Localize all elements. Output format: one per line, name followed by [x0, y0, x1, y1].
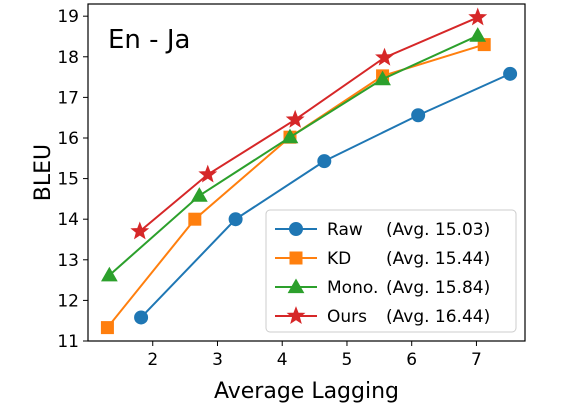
legend-series-name: Ours — [327, 307, 367, 327]
legend-box — [265, 209, 517, 333]
legend-entry-raw: Raw (Avg. 15.03) — [275, 220, 490, 240]
data-point — [130, 221, 150, 240]
x-tick-label: 5 — [342, 350, 353, 370]
data-point — [228, 212, 243, 227]
data-point — [375, 47, 394, 66]
x-tick-label: 2 — [147, 350, 158, 370]
y-tick-label: 12 — [57, 291, 79, 311]
x-axis-label: Average Lagging — [214, 379, 399, 404]
legend-marker — [289, 222, 303, 236]
legend-series-name: KD — [327, 249, 351, 269]
x-tick-label: 4 — [277, 350, 288, 370]
data-point — [469, 27, 487, 42]
series-mono — [101, 27, 487, 282]
data-point — [100, 321, 114, 335]
series-raw — [134, 66, 518, 325]
legend-series-average: (Avg. 15.03) — [386, 220, 490, 240]
legend-marker — [287, 278, 305, 294]
x-axis-ticks: 2 3 4 5 6 7 — [147, 341, 482, 370]
legend-entry-mono: Mono. (Avg. 15.84) — [275, 278, 490, 298]
legend-series-average: (Avg. 15.44) — [386, 249, 490, 269]
data-point — [134, 310, 149, 325]
data-point — [101, 266, 118, 282]
data-point — [198, 164, 218, 183]
legend-series-average: (Avg. 16.44) — [386, 307, 490, 327]
data-point — [190, 187, 208, 202]
x-tick-label: 6 — [406, 350, 417, 370]
legend-series-average: (Avg. 15.84) — [386, 278, 490, 298]
y-tick-label: 19 — [57, 7, 79, 27]
legend-series-name: Raw — [327, 220, 363, 240]
x-tick-label: 3 — [212, 350, 223, 370]
data-point — [468, 7, 488, 26]
y-tick-label: 11 — [57, 332, 79, 352]
legend-series-name: Mono. — [327, 278, 378, 298]
y-tick-label: 13 — [57, 251, 79, 271]
data-point — [285, 109, 305, 128]
y-axis-label: BLEU — [31, 144, 56, 201]
x-tick-label: 7 — [471, 350, 482, 370]
legend-entry-kd: KD (Avg. 15.44) — [275, 249, 490, 269]
plot-area — [87, 3, 526, 342]
y-tick-label: 18 — [57, 48, 79, 68]
y-tick-label: 14 — [57, 210, 79, 230]
chart-title: En - Ja — [108, 25, 190, 55]
legend: Raw (Avg. 15.03) KD (Avg. 15.44) Mono. (Avg. … — [265, 209, 517, 333]
data-point — [374, 70, 391, 86]
legend-marker — [289, 251, 303, 265]
legend-marker — [286, 306, 306, 325]
plot-frame — [87, 3, 526, 342]
series-ours — [130, 7, 488, 240]
data-point — [281, 128, 299, 144]
data-point — [317, 154, 332, 169]
y-axis-ticks: 11 12 13 14 15 16 17 18 19 — [57, 7, 88, 352]
data-point — [411, 108, 426, 123]
data-point — [188, 212, 202, 226]
data-point — [503, 66, 518, 81]
y-tick-label: 17 — [57, 88, 79, 108]
y-tick-label: 16 — [57, 129, 79, 149]
y-tick-label: 15 — [57, 170, 79, 190]
legend-entry-ours: Ours (Avg. 16.44) — [275, 306, 490, 327]
